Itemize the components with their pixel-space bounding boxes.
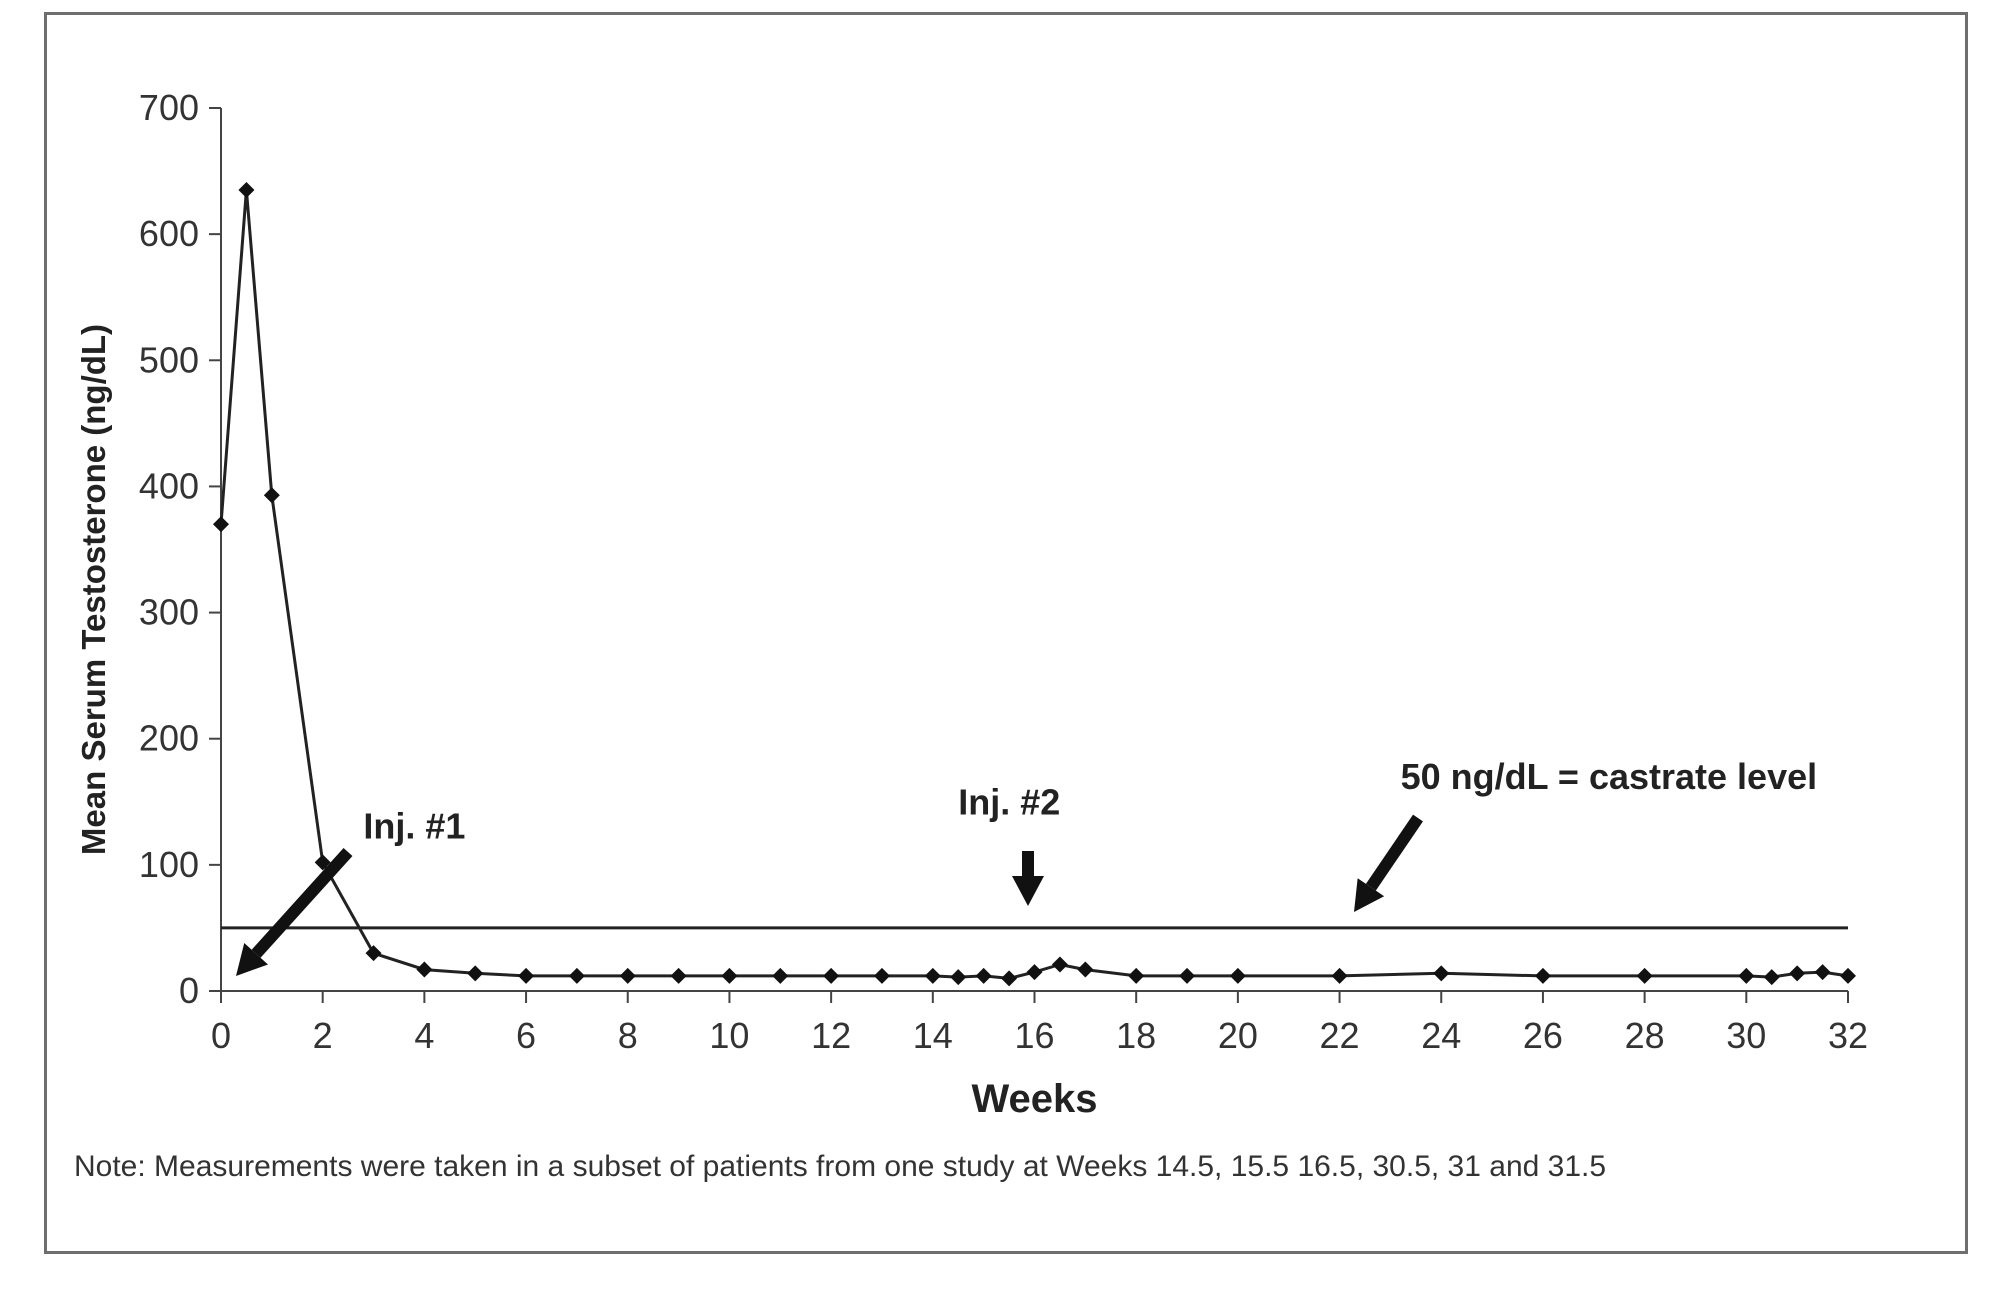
x-tick-label: 32 xyxy=(1828,1015,1868,1056)
annotation-arrows xyxy=(236,814,1423,976)
x-tick-label: 24 xyxy=(1421,1015,1461,1056)
data-point xyxy=(467,965,484,982)
data-point xyxy=(950,969,967,986)
data-point xyxy=(721,967,738,984)
inj2-arrow-head xyxy=(1012,876,1044,906)
data-point xyxy=(670,967,687,984)
data-point xyxy=(1534,967,1551,984)
data-point xyxy=(1051,956,1068,973)
data-point xyxy=(365,945,382,962)
y-tick-label: 200 xyxy=(139,718,199,759)
x-tick-label: 4 xyxy=(414,1015,434,1056)
y-tick-label: 600 xyxy=(139,213,199,254)
y-tick-label: 400 xyxy=(139,465,199,506)
data-point xyxy=(263,487,280,504)
data-point xyxy=(1814,964,1831,981)
data-point xyxy=(1636,967,1653,984)
data-point xyxy=(518,967,535,984)
y-tick-label: 100 xyxy=(139,844,199,885)
y-tick-label: 500 xyxy=(139,339,199,380)
x-tick-label: 16 xyxy=(1014,1015,1054,1056)
data-point xyxy=(1789,965,1806,982)
data-point xyxy=(416,961,433,978)
x-tick-label: 0 xyxy=(211,1015,231,1056)
x-tick-label: 12 xyxy=(811,1015,851,1056)
x-tick-label: 6 xyxy=(516,1015,536,1056)
y-tick-label: 0 xyxy=(179,970,199,1011)
data-point xyxy=(1128,967,1145,984)
castrate-arrow-shaft xyxy=(1365,814,1423,891)
x-tick-label: 10 xyxy=(709,1015,749,1056)
inj1-arrow-shaft xyxy=(251,847,353,958)
y-tick-label: 300 xyxy=(139,592,199,633)
data-point xyxy=(1077,961,1094,978)
x-tick-label: 18 xyxy=(1116,1015,1156,1056)
data-point xyxy=(1433,965,1450,982)
data-point xyxy=(314,854,331,871)
data-point xyxy=(1026,964,1043,981)
x-tick-label: 30 xyxy=(1726,1015,1766,1056)
data-point xyxy=(1840,967,1856,984)
data-point xyxy=(1738,967,1755,984)
y-tick-label: 700 xyxy=(139,87,199,128)
x-axis-title: Weeks xyxy=(971,1077,1097,1121)
x-tick-label: 14 xyxy=(913,1015,953,1056)
x-tick-label: 2 xyxy=(313,1015,333,1056)
data-point xyxy=(213,516,229,533)
data-point xyxy=(568,967,585,984)
x-tick-label: 28 xyxy=(1625,1015,1665,1056)
chart-series xyxy=(213,181,1856,987)
x-tick-label: 20 xyxy=(1218,1015,1258,1056)
annotation-label: Inj. #1 xyxy=(363,805,465,846)
data-point xyxy=(1229,967,1246,984)
data-point xyxy=(772,967,789,984)
data-point xyxy=(1179,967,1196,984)
x-tick-label: 22 xyxy=(1320,1015,1360,1056)
data-point xyxy=(873,967,890,984)
data-point xyxy=(1331,967,1348,984)
data-point xyxy=(823,967,840,984)
data-point xyxy=(619,967,636,984)
data-point xyxy=(1763,969,1780,986)
annotation-label: 50 ng/dL = castrate level xyxy=(1401,756,1818,797)
data-point xyxy=(1001,970,1018,987)
castrate-arrow-head xyxy=(1354,878,1385,912)
series-line xyxy=(219,189,1849,980)
data-point xyxy=(238,181,255,198)
x-tick-label: 8 xyxy=(618,1015,638,1056)
footnote: Note: Measurements were taken in a subse… xyxy=(74,1150,1606,1183)
chart-labels: Weeks Mean Serum Testosterone (ng/dL) Inj.… xyxy=(74,324,1817,1183)
figure-frame xyxy=(44,12,1968,1254)
data-point xyxy=(975,967,992,984)
annotation-label: Inj. #2 xyxy=(958,781,1060,822)
x-tick-label: 26 xyxy=(1523,1015,1563,1056)
inj1-arrow-head xyxy=(236,943,268,976)
y-axis-title: Mean Serum Testosterone (ng/dL) xyxy=(75,324,112,855)
data-point xyxy=(924,967,941,984)
